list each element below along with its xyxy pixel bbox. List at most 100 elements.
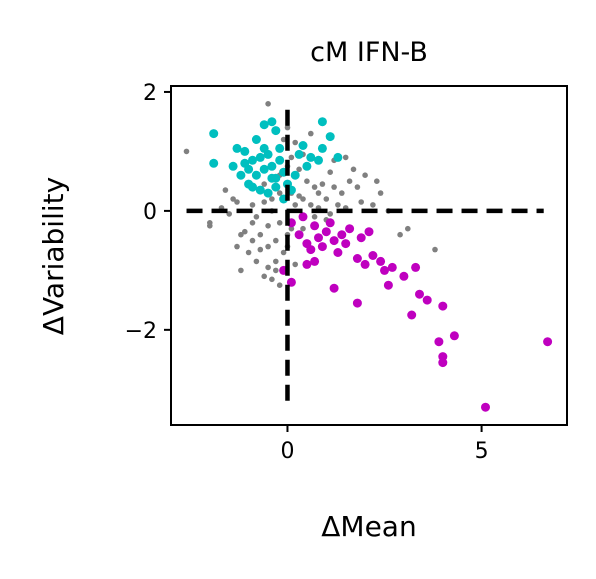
data-point-highlighted: [294, 149, 304, 159]
data-point-background: [288, 225, 295, 232]
data-point-background: [249, 202, 256, 208]
data-point-background: [362, 172, 368, 178]
data-point-highlighted: [298, 212, 308, 222]
data-point-highlighted: [209, 158, 219, 168]
data-point-background: [300, 225, 306, 232]
data-point-highlighted: [306, 152, 316, 162]
data-point-highlighted: [259, 143, 269, 153]
data-point-background: [253, 258, 260, 265]
data-point-highlighted: [271, 182, 281, 192]
data-point-background: [207, 223, 213, 229]
data-point-background: [319, 181, 326, 187]
data-point-highlighted: [314, 233, 323, 243]
x-axis-label: ΔMean: [321, 510, 416, 543]
data-point-background: [308, 202, 314, 208]
data-point-background: [269, 276, 275, 283]
data-point-background: [273, 237, 279, 244]
data-point-background: [405, 225, 411, 232]
data-point-highlighted: [294, 230, 304, 240]
data-point-highlighted: [368, 251, 378, 260]
data-point-highlighted: [438, 358, 448, 368]
data-point-background: [370, 202, 376, 208]
data-point-background: [265, 264, 271, 271]
data-point-highlighted: [259, 120, 269, 130]
data-point-highlighted: [337, 230, 347, 240]
data-point-highlighted: [438, 301, 448, 311]
data-point-highlighted: [543, 337, 553, 347]
data-point-background: [238, 231, 244, 238]
data-point-background: [315, 190, 322, 196]
axis-ticks: 0 5 −2 0 2: [125, 81, 489, 464]
data-point-background: [288, 154, 295, 161]
data-point-background: [331, 184, 337, 190]
data-point-highlighted: [290, 170, 300, 180]
chart-title: cM IFN-B: [310, 37, 428, 68]
data-point-highlighted: [298, 141, 308, 150]
data-point-background: [238, 267, 244, 274]
data-point-highlighted: [314, 155, 323, 165]
plot-frame: [170, 85, 568, 426]
data-point-highlighted: [333, 248, 343, 257]
data-point-background: [234, 199, 240, 205]
data-point-highlighted: [411, 262, 421, 272]
data-point-highlighted: [434, 337, 444, 347]
data-point-background: [346, 178, 353, 184]
data-point-background: [265, 223, 271, 229]
data-point-highlighted: [259, 164, 269, 174]
data-point-highlighted: [341, 239, 351, 249]
reference-lines: [186, 109, 544, 408]
data-point-background: [249, 237, 256, 244]
data-point-highlighted: [407, 310, 417, 320]
data-point-highlighted: [422, 295, 432, 305]
data-point-highlighted: [481, 402, 490, 412]
data-point-highlighted: [240, 146, 250, 156]
data-point-background: [226, 211, 232, 217]
data-point-background: [230, 196, 236, 202]
data-point-background: [245, 249, 252, 256]
data-point-background: [261, 181, 268, 187]
data-point-highlighted: [248, 182, 257, 192]
data-point-highlighted: [380, 265, 389, 275]
data-point-highlighted: [236, 170, 246, 180]
data-point-background: [327, 169, 334, 175]
data-point-background: [273, 267, 279, 274]
data-point-background: [257, 246, 264, 253]
data-point-highlighted: [329, 283, 339, 293]
data-point-background: [276, 220, 283, 226]
data-point-background: [358, 199, 365, 205]
data-point-background: [342, 154, 349, 161]
data-point-highlighted: [302, 259, 312, 269]
data-point-highlighted: [325, 218, 335, 228]
data-point-highlighted: [364, 227, 374, 237]
data-point-highlighted: [449, 331, 459, 341]
data-point-background: [249, 220, 256, 226]
data-point-background: [377, 190, 384, 196]
data-point-background: [374, 178, 380, 184]
data-point-background: [327, 211, 334, 217]
data-point-highlighted: [267, 117, 277, 127]
data-point-highlighted: [271, 126, 281, 136]
data-point-highlighted: [329, 236, 339, 246]
data-point-highlighted: [415, 289, 424, 299]
data-point-background: [273, 258, 279, 265]
data-point-background: [292, 261, 299, 268]
data-point-background: [350, 166, 357, 173]
data-point-highlighted: [317, 143, 327, 153]
data-point-background: [397, 231, 403, 238]
data-point-highlighted: [356, 233, 366, 243]
data-point-background: [335, 202, 341, 208]
data-point-highlighted: [255, 185, 265, 195]
data-point-background: [280, 136, 287, 143]
data-point-background: [296, 166, 302, 173]
data-point-background: [284, 124, 291, 131]
data-point-highlighted: [251, 170, 261, 180]
y-tick-label: −2: [125, 319, 157, 344]
data-point-highlighted: [232, 143, 242, 153]
data-point-background: [261, 199, 268, 205]
data-point-highlighted: [360, 259, 370, 269]
data-point-highlighted: [352, 298, 362, 308]
data-point-highlighted: [263, 188, 273, 198]
data-point-highlighted: [255, 152, 265, 162]
